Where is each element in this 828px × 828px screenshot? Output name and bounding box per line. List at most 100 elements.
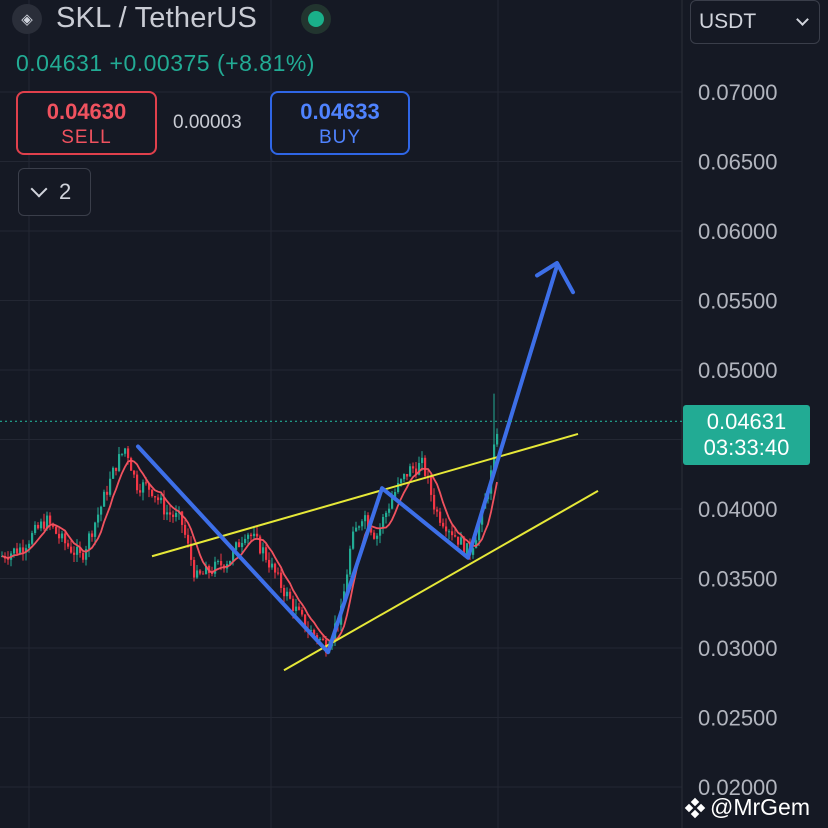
candle-body bbox=[7, 558, 10, 560]
binance-logo-icon bbox=[684, 797, 706, 818]
symbol-pair[interactable]: SKL / TetherUS bbox=[56, 2, 258, 34]
arrow-head bbox=[535, 261, 575, 295]
candle-body bbox=[25, 548, 28, 553]
currency-select[interactable]: USDT bbox=[690, 0, 820, 44]
watermark-handle: @MrGem bbox=[710, 794, 811, 820]
candle-body bbox=[133, 470, 136, 475]
candle-body bbox=[97, 514, 100, 523]
candle-body bbox=[121, 453, 124, 455]
candle-body bbox=[433, 494, 436, 510]
candle-body bbox=[187, 534, 190, 544]
candle-body bbox=[166, 512, 169, 515]
candle-body bbox=[196, 570, 199, 578]
candle-body bbox=[247, 534, 250, 539]
sell-label: SELL bbox=[61, 127, 112, 148]
buy-price: 0.04633 bbox=[300, 99, 380, 124]
candle-body bbox=[115, 467, 118, 471]
candle-body bbox=[73, 552, 76, 555]
candle-body bbox=[49, 515, 52, 524]
candle-body bbox=[448, 531, 451, 533]
buy-label: BUY bbox=[318, 127, 362, 148]
candle-body bbox=[418, 463, 421, 475]
candle-body bbox=[199, 570, 202, 574]
candle-body bbox=[169, 512, 172, 515]
candle-body bbox=[37, 524, 40, 529]
candle-body bbox=[439, 511, 442, 523]
candle-body bbox=[463, 537, 466, 555]
candle-body bbox=[109, 478, 112, 495]
buy-button[interactable]: 0.04633 BUY bbox=[270, 91, 410, 155]
candle-body bbox=[94, 522, 97, 537]
candle-body bbox=[220, 561, 223, 566]
candle-body bbox=[52, 523, 55, 527]
candle-body bbox=[382, 516, 385, 528]
candle-body bbox=[442, 522, 445, 527]
candle-body bbox=[190, 543, 193, 560]
trend-line bbox=[283, 490, 599, 672]
candle-body bbox=[160, 497, 163, 501]
chart-grid bbox=[0, 0, 683, 828]
y-tick-label: 0.06000 bbox=[698, 219, 778, 244]
candle-body bbox=[85, 549, 88, 560]
candle-body bbox=[430, 476, 433, 495]
candle-body bbox=[148, 483, 151, 490]
candle-body bbox=[271, 563, 274, 568]
candle-body bbox=[34, 524, 37, 534]
market-open-dot-icon[interactable] bbox=[301, 3, 332, 34]
candle-body bbox=[79, 546, 82, 553]
candle-body bbox=[88, 533, 91, 550]
candle-body bbox=[403, 473, 406, 480]
candle-body bbox=[154, 496, 157, 498]
candle-body bbox=[283, 587, 286, 597]
candle-body bbox=[61, 533, 64, 539]
candle-body bbox=[67, 543, 70, 547]
candle-body bbox=[142, 482, 145, 493]
candle-body bbox=[31, 533, 34, 544]
candle-body bbox=[286, 591, 289, 597]
candle-body bbox=[16, 548, 19, 554]
candle-body bbox=[397, 482, 400, 493]
watermark: @MrGem bbox=[684, 794, 811, 821]
candle-body bbox=[460, 537, 463, 545]
candle-body bbox=[322, 638, 325, 641]
candle-body bbox=[346, 574, 349, 592]
last-price: 0.04631 bbox=[16, 50, 103, 76]
candle-body bbox=[217, 561, 220, 563]
candle-body bbox=[58, 533, 61, 539]
candle-body bbox=[43, 521, 46, 529]
candle-body bbox=[181, 511, 184, 525]
indicator-count: 2 bbox=[59, 179, 72, 204]
candle-body bbox=[229, 560, 232, 565]
candle-body bbox=[241, 542, 244, 548]
candle-body bbox=[295, 606, 298, 611]
current-price-tag: 0.04631 03:33:40 bbox=[683, 405, 810, 465]
spread-value: 0.00003 bbox=[173, 112, 242, 133]
candle-body bbox=[454, 535, 457, 537]
candle-body bbox=[130, 458, 133, 471]
candle-body bbox=[280, 572, 283, 588]
moving-average-line bbox=[1, 459, 498, 643]
candle-body bbox=[319, 638, 322, 641]
candle-body bbox=[400, 479, 403, 483]
candle-body bbox=[268, 559, 271, 568]
candle-body bbox=[358, 526, 361, 528]
candle-body bbox=[145, 482, 148, 484]
y-tick-label: 0.07000 bbox=[698, 80, 778, 105]
candle-body bbox=[232, 550, 235, 561]
candle-body bbox=[265, 547, 268, 560]
candle-body bbox=[262, 547, 265, 554]
candle-body bbox=[118, 454, 121, 471]
candle-body bbox=[298, 606, 301, 610]
candle-body bbox=[385, 512, 388, 517]
candle-body bbox=[421, 457, 424, 464]
trend-lines bbox=[151, 432, 599, 672]
candle-body bbox=[157, 497, 160, 501]
candle-body bbox=[193, 559, 196, 578]
candle-body bbox=[415, 468, 418, 475]
sell-button[interactable]: 0.04630 SELL bbox=[16, 91, 157, 155]
indicators-collapse-button[interactable]: 2 bbox=[18, 168, 91, 216]
current-price-label: 0.04631 bbox=[706, 409, 787, 434]
candle-body bbox=[376, 535, 379, 539]
candle-body bbox=[64, 533, 67, 544]
